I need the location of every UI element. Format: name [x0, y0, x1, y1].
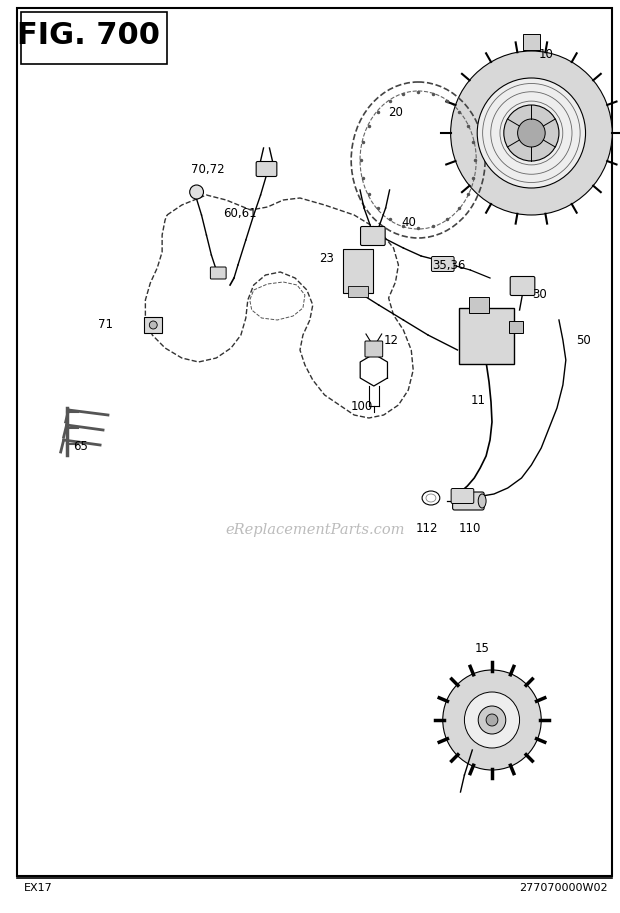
Text: FIG. 700: FIG. 700 [17, 20, 160, 49]
FancyBboxPatch shape [459, 308, 513, 364]
Text: 40: 40 [402, 215, 417, 228]
FancyBboxPatch shape [523, 34, 540, 50]
Text: 100: 100 [351, 400, 373, 413]
Circle shape [149, 321, 157, 329]
Text: 277070000W02: 277070000W02 [520, 883, 608, 893]
Text: 112: 112 [416, 521, 438, 534]
Text: 70,72: 70,72 [190, 163, 224, 176]
FancyBboxPatch shape [509, 321, 523, 333]
Text: 23: 23 [319, 251, 334, 265]
Circle shape [486, 714, 498, 726]
Circle shape [436, 257, 446, 267]
FancyBboxPatch shape [348, 287, 368, 298]
Text: 30: 30 [532, 289, 547, 301]
FancyBboxPatch shape [453, 492, 484, 510]
Text: EX17: EX17 [24, 883, 53, 893]
Circle shape [464, 692, 520, 748]
Circle shape [443, 670, 541, 770]
FancyBboxPatch shape [510, 277, 535, 296]
Circle shape [477, 78, 585, 188]
FancyBboxPatch shape [343, 249, 373, 293]
Text: 71: 71 [99, 319, 113, 331]
Text: 11: 11 [471, 394, 485, 406]
FancyBboxPatch shape [256, 162, 277, 176]
FancyBboxPatch shape [365, 341, 383, 357]
Bar [21, 12, 167, 64]
Text: 10: 10 [539, 47, 554, 60]
Text: 60,61: 60,61 [223, 206, 257, 219]
Text: 65: 65 [73, 439, 88, 453]
FancyBboxPatch shape [361, 226, 385, 246]
Text: 50: 50 [576, 333, 591, 347]
Circle shape [451, 51, 612, 215]
Text: 12: 12 [384, 333, 399, 347]
Text: 35,36: 35,36 [432, 259, 466, 272]
Text: eReplacementParts.com: eReplacementParts.com [225, 523, 404, 537]
Text: 15: 15 [475, 642, 490, 655]
Circle shape [190, 185, 203, 199]
FancyBboxPatch shape [469, 297, 489, 313]
FancyBboxPatch shape [432, 257, 454, 271]
Circle shape [518, 119, 545, 147]
FancyBboxPatch shape [144, 317, 162, 333]
FancyBboxPatch shape [210, 267, 226, 279]
Circle shape [504, 105, 559, 161]
Text: 20: 20 [388, 106, 403, 119]
FancyBboxPatch shape [451, 488, 474, 503]
Text: 110: 110 [459, 521, 482, 534]
Ellipse shape [478, 494, 486, 508]
Circle shape [478, 706, 506, 734]
